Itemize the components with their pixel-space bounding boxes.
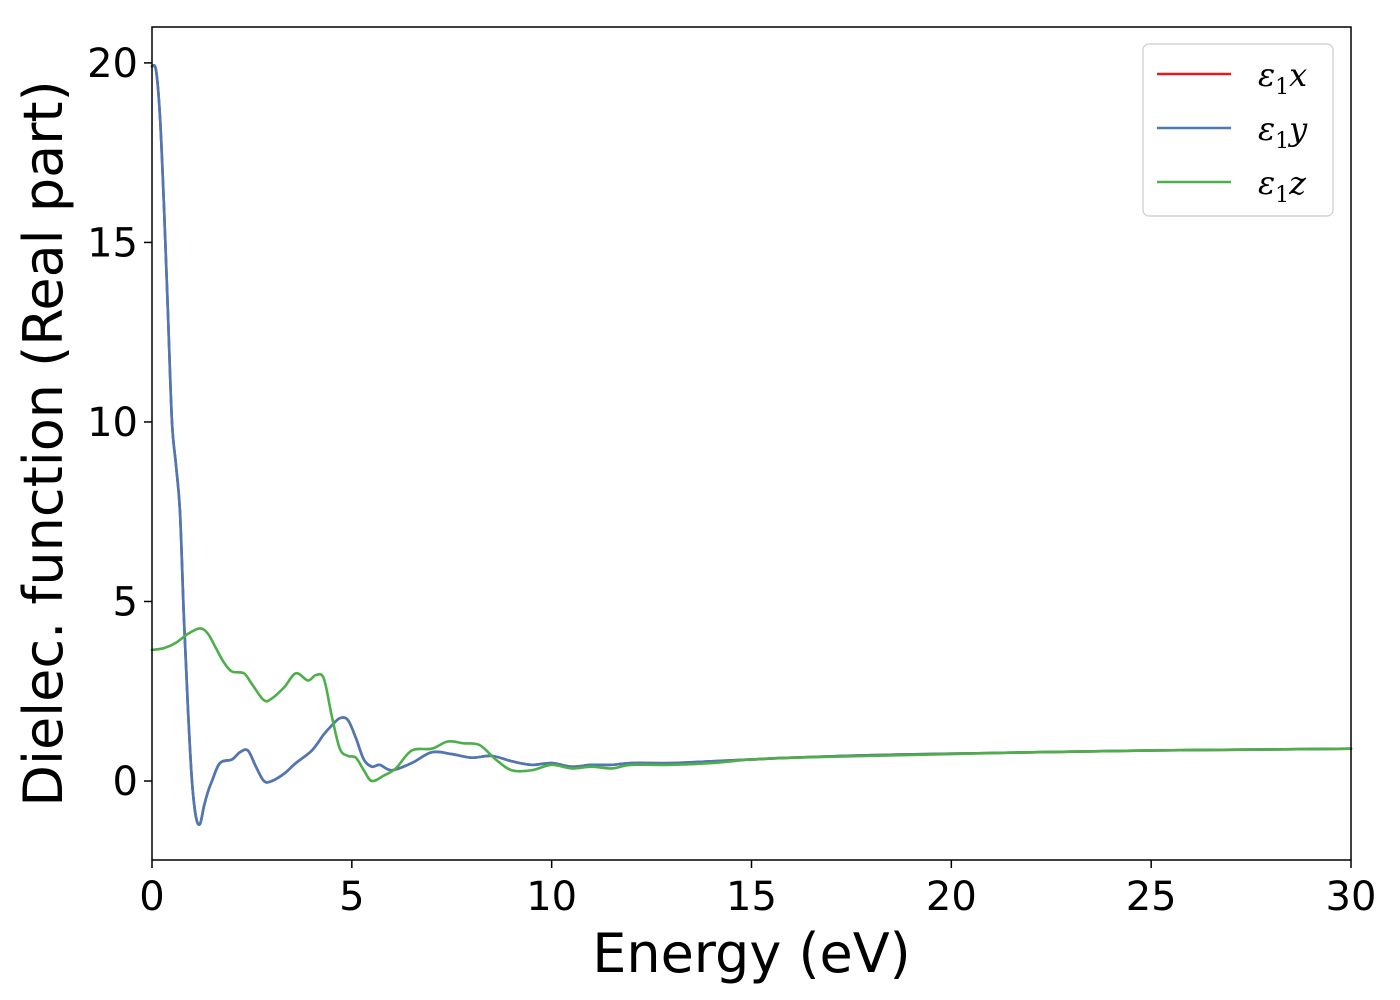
- y-tick-label: 10: [87, 400, 138, 446]
- series-line-z: [150, 627, 1353, 783]
- series-layer: [150, 64, 1353, 827]
- x-tick-label: 15: [726, 874, 777, 920]
- legend-label-y: ε1y: [1258, 110, 1308, 154]
- legend-box: [1142, 43, 1334, 217]
- x-tick-label: 10: [526, 874, 577, 920]
- legend: ε1x ε1y ε1z: [1142, 43, 1334, 217]
- x-tick-label: 5: [339, 874, 364, 920]
- y-axis-label: Dielec. function (Real part): [12, 80, 75, 806]
- x-axis-label: Energy (eV): [592, 922, 911, 985]
- x-tick-label: 20: [926, 874, 977, 920]
- y-axis: 0 5 10 15 20: [87, 41, 152, 805]
- y-tick-label: 15: [87, 220, 138, 266]
- x-axis: 0 5 10 15 20 25 30: [139, 860, 1376, 920]
- x-tick-label: 30: [1326, 874, 1377, 920]
- legend-label-z: ε1z: [1258, 164, 1307, 208]
- series-line-y: [150, 64, 1353, 827]
- y-tick-label: 20: [87, 41, 138, 87]
- y-tick-label: 5: [113, 579, 138, 625]
- x-tick-label: 0: [139, 874, 164, 920]
- x-tick-label: 25: [1126, 874, 1177, 920]
- y-tick-label: 0: [113, 759, 138, 805]
- legend-label-x: ε1x: [1258, 56, 1307, 100]
